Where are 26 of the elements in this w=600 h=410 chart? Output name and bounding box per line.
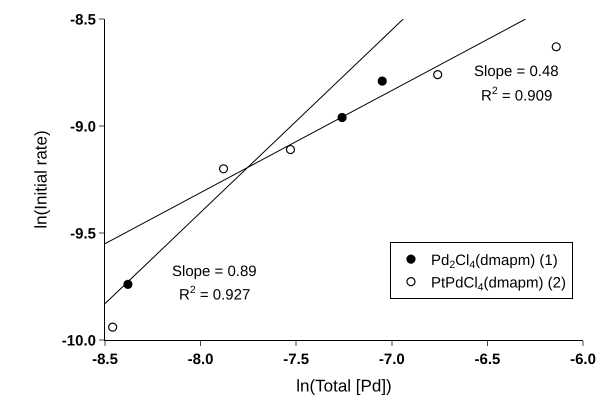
x-tick-label: -6.0: [570, 351, 596, 368]
annotation: Slope = 0.48: [474, 63, 559, 80]
point: [123, 280, 133, 289]
x-tick-label: -7.5: [283, 351, 310, 368]
point: [337, 112, 347, 122]
x-tick-label: -8.5: [92, 351, 118, 368]
x-tick-label: -8.0: [188, 351, 214, 368]
x-tick-label: -6.5: [474, 351, 500, 368]
point: [218, 164, 228, 174]
annotation: R$^{2}$ = 0.927: [179, 284, 250, 304]
annotation: R$^{2}$ = 0.909: [481, 85, 552, 104]
point: [378, 76, 387, 86]
y-tick-label: -9.0: [70, 118, 96, 136]
y-tick-label: -8.5: [70, 11, 96, 28]
annotation: Slope = 0.89: [172, 263, 257, 280]
point: [552, 42, 561, 52]
point: [108, 322, 118, 332]
y-tick-label: -9.5: [70, 225, 96, 242]
x-axis-title: ln(Total [Pd]): [296, 376, 392, 396]
x-tick-label: -7.0: [378, 351, 405, 368]
y-tick-label: -10.0: [62, 332, 96, 350]
y-axis-title: ln(Initial rate): [31, 130, 50, 229]
point: [433, 70, 442, 80]
legend-label: Pd$_{2}$Cl$_{4}$(dmapm) (1): [430, 252, 558, 272]
legend-label: PtPdCl$_{4}$(dmapm) (2): [430, 274, 566, 294]
point: [286, 144, 296, 154]
